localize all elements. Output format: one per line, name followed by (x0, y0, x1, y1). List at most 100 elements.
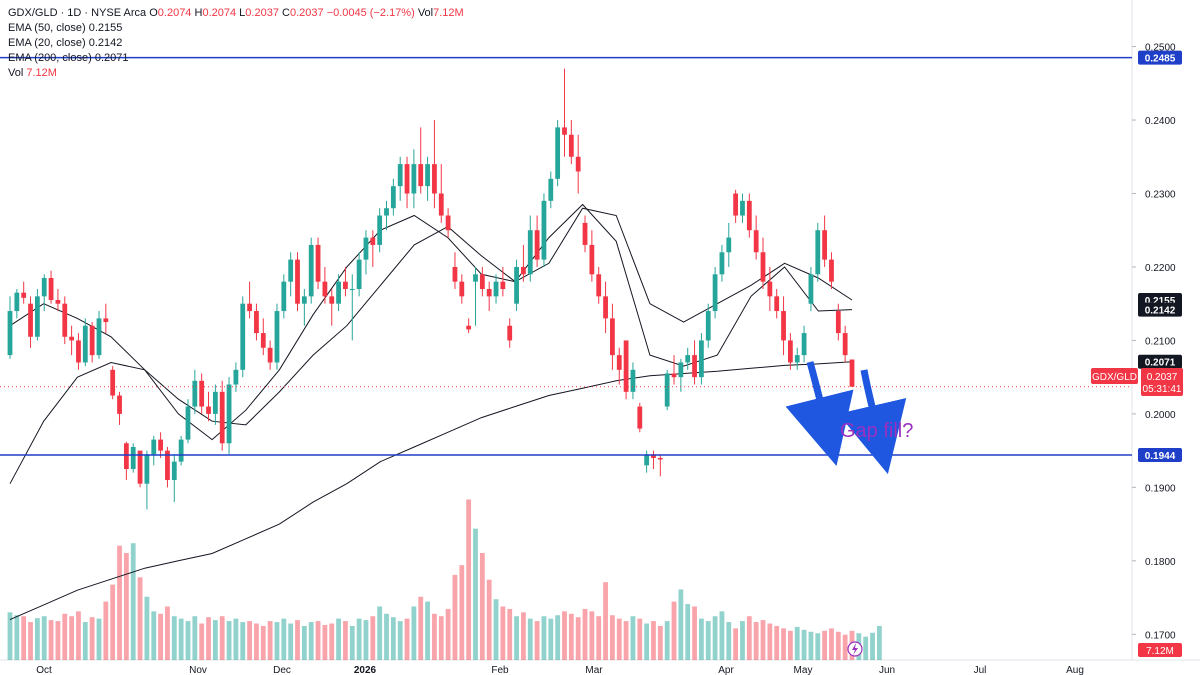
candle-body (240, 303, 246, 370)
volume-bar (664, 621, 670, 660)
volume-bar (356, 618, 362, 660)
volume-bar (69, 616, 75, 660)
candle-body (726, 237, 732, 253)
candle-body (651, 454, 656, 458)
axis-tag-bg (1138, 354, 1182, 369)
candle-body (603, 296, 608, 319)
candle-body (500, 281, 506, 290)
candle-body (699, 340, 704, 378)
candle-body (527, 230, 533, 275)
legend-ema200[interactable]: EMA (200, close) 0.2071 (8, 51, 464, 66)
candle-body (445, 215, 451, 231)
price-tag-value: 0.2037 (1147, 372, 1178, 383)
volume-bar (315, 621, 321, 660)
candle-body (541, 200, 547, 260)
volume-tag-bg (1138, 643, 1182, 657)
volume-bar (801, 629, 807, 660)
price-tick-label: 0.1800 (1145, 557, 1176, 568)
ema20-value: 0.2142 (88, 37, 123, 49)
volume-bar (411, 606, 417, 660)
price-tick-label: 0.1700 (1145, 630, 1176, 641)
volume-bar (336, 618, 341, 660)
time-tick-label: Jun (879, 665, 895, 675)
volume-bar (55, 621, 61, 660)
volume-bar (787, 630, 793, 660)
candle-body (89, 325, 95, 356)
volume-bar (514, 616, 519, 660)
volume-bar (794, 626, 800, 660)
candle-body (835, 311, 841, 334)
candle-body (301, 296, 307, 304)
ema50-label: EMA (50, close) (8, 22, 86, 34)
ema50-value: 0.2155 (88, 22, 123, 34)
candle-body (801, 333, 807, 356)
vol-row-value: 7.12M (26, 67, 57, 79)
volume-bar (343, 621, 348, 660)
volume-bar (500, 606, 506, 660)
volume-bar (76, 611, 81, 660)
c-label: C (282, 7, 290, 19)
volume-bar (89, 617, 95, 660)
legend-ema50[interactable]: EMA (50, close) 0.2155 (8, 21, 464, 36)
candle-body (411, 164, 417, 194)
candle-body (719, 252, 725, 275)
volume-bar (377, 606, 383, 660)
time-axis[interactable]: Oct Nov Dec 2026 Feb Mar Apr May Jun Jul Aug (36, 665, 1084, 675)
price-axis[interactable]: 0.1700 0.1800 0.1900 0.2000 0.2100 0.2200 0.23… (1132, 43, 1176, 642)
candle-body (459, 281, 465, 297)
time-tick-label: Dec (273, 665, 291, 675)
volume-bars (7, 499, 882, 660)
candle-body (62, 303, 68, 337)
time-tick-label: 2026 (354, 665, 377, 675)
candle-body (692, 355, 697, 378)
candle-body (219, 391, 225, 444)
candle-body (452, 266, 458, 282)
candle-body (308, 244, 314, 297)
candle-body (514, 266, 519, 304)
candle-body (418, 164, 424, 187)
candle-body (781, 311, 786, 341)
volume-bar (603, 582, 608, 660)
candle-body (254, 311, 259, 334)
candle-body (130, 446, 136, 469)
candle-body (794, 355, 800, 363)
price-tag-symbol: GDX/GLD (1092, 372, 1137, 383)
volume-bar (870, 632, 875, 660)
candle-body (473, 274, 478, 282)
candle-body (199, 380, 205, 407)
volume-bar (445, 608, 451, 660)
candle-body (185, 406, 191, 440)
volume-bar (370, 616, 376, 660)
legend-vol[interactable]: Vol 7.12M (8, 66, 464, 81)
time-tick-label: Jul (974, 665, 987, 675)
volume-bar (842, 634, 848, 660)
axis-tag-label: 0.2142 (1145, 306, 1176, 317)
candle-body (705, 311, 711, 341)
volume-bar (835, 631, 841, 660)
lightning-icon[interactable] (847, 641, 863, 657)
candle-body (397, 164, 403, 187)
candle-body (274, 311, 280, 363)
volume-bar (267, 621, 273, 660)
candle-body (829, 259, 834, 282)
horizontal-lines[interactable] (0, 56, 1132, 456)
volume-bar (493, 599, 499, 660)
candle-body (41, 277, 47, 297)
change-value: −0.0045 (−2.17%) (326, 7, 415, 19)
candle-body (322, 281, 328, 297)
volume-bar (466, 499, 472, 660)
candle-body (753, 230, 759, 253)
volume-bar (486, 579, 492, 660)
candle-body (226, 384, 232, 444)
candle-body (103, 318, 109, 323)
volume-bar (171, 616, 177, 660)
candle-body (432, 164, 437, 194)
legend-ema20[interactable]: EMA (20, close) 0.2142 (8, 36, 464, 51)
volume-bar (7, 612, 13, 660)
candle-body (295, 259, 300, 304)
volume-bar (582, 608, 588, 660)
candle-body (206, 406, 211, 414)
volume-bar (96, 618, 102, 660)
time-tick-label: Aug (1066, 665, 1084, 675)
